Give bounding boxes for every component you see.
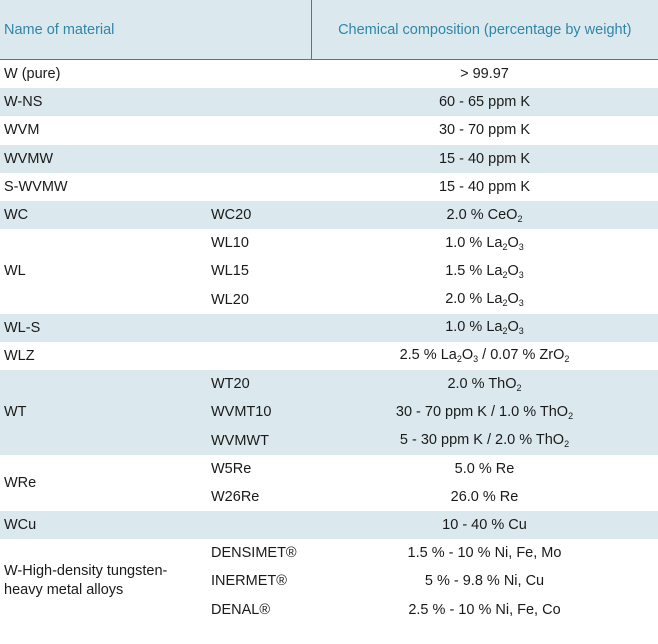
table-header-row: Name of material Chemical composition (p… <box>0 0 658 60</box>
composition-value: 30 - 70 ppm K / 1.0 % ThO2 <box>311 398 658 427</box>
table-row: S-WVMW 15 - 40 ppm K <box>0 172 658 201</box>
composition-value: 2.5 % - 10 % Ni, Fe, Co <box>311 595 658 624</box>
table-row: WL15 1.5 % La2O3 <box>0 257 658 286</box>
material-subtype: DENAL® <box>207 595 311 624</box>
composition-value: 30 - 70 ppm K <box>311 116 658 145</box>
material-name: S-WVMW <box>0 172 311 201</box>
composition-value: 1.0 % La2O3 <box>311 313 658 342</box>
table-row: W26Re 26.0 % Re <box>0 482 658 511</box>
material-subtype-empty <box>207 313 311 342</box>
composition-value: 2.0 % ThO2 <box>311 370 658 399</box>
table-row: WVM 30 - 70 ppm K <box>0 116 658 145</box>
material-subtype: INERMET® <box>207 567 311 596</box>
material-name: WL-S <box>0 313 207 342</box>
composition-value: 2.0 % CeO2 <box>311 200 658 230</box>
material-name: W (pure) <box>0 60 311 89</box>
material-subtype: WL15 <box>207 257 311 286</box>
header-chemical-composition: Chemical composition (percentage by weig… <box>310 0 658 60</box>
material-name: WLZ <box>0 341 311 371</box>
table-row: INERMET® 5 % - 9.8 % Ni, Cu <box>0 567 658 596</box>
material-subtype: WT20 <box>207 370 311 399</box>
composition-value: 1.5 % - 10 % Ni, Fe, Mo <box>311 539 658 568</box>
header-name-of-material: Name of material <box>0 0 311 60</box>
table-row: WVMWT 5 - 30 ppm K / 2.0 % ThO2 <box>0 426 658 455</box>
table-row: W-High-density tungsten-heavy metal allo… <box>0 539 658 624</box>
table-row: WVMT10 30 - 70 ppm K / 1.0 % ThO2 <box>0 398 658 427</box>
materials-table: Name of material Chemical composition (p… <box>0 0 658 624</box>
composition-value: 1.5 % La2O3 <box>311 257 658 286</box>
table-row: WT WT20 2.0 % ThO2 <box>0 370 658 455</box>
composition-value: 26.0 % Re <box>311 482 658 511</box>
table-row: WC WC20 2.0 % CeO2 <box>0 200 658 230</box>
table-row: W (pure) > 99.97 <box>0 60 658 89</box>
material-subtype: WVMT10 <box>207 398 311 427</box>
material-subtype: WL20 <box>207 285 311 314</box>
table-row: W-NS 60 - 65 ppm K <box>0 88 658 117</box>
composition-value: 15 - 40 ppm K <box>311 144 658 173</box>
material-subtype: DENSIMET® <box>207 539 311 568</box>
material-name: WCu <box>0 511 311 540</box>
composition-value: > 99.97 <box>311 60 658 89</box>
composition-value: 60 - 65 ppm K <box>311 88 658 117</box>
table-row: WVMW 15 - 40 ppm K <box>0 144 658 173</box>
composition-value: 1.0 % La2O3 <box>311 229 658 258</box>
material-name: WC <box>0 200 207 230</box>
material-name: WVMW <box>0 144 311 173</box>
table-row: WRe W5Re 5.0 % Re <box>0 454 658 511</box>
material-name: W-NS <box>0 88 311 117</box>
table-row: WCu 10 - 40 % Cu <box>0 511 658 540</box>
composition-value: 5.0 % Re <box>311 454 658 483</box>
table-row: WL WL10 1.0 % La2O3 <box>0 229 658 314</box>
material-name: WVM <box>0 116 311 145</box>
material-name: WT <box>0 370 207 455</box>
material-subtype: W26Re <box>207 482 311 511</box>
table-row: WL-S 1.0 % La2O3 <box>0 313 658 342</box>
table-row: WL20 2.0 % La2O3 <box>0 285 658 314</box>
material-subtype: W5Re <box>207 454 311 483</box>
composition-value: 15 - 40 ppm K <box>311 172 658 201</box>
material-subtype: WL10 <box>207 229 311 258</box>
composition-value: 2.5 % La2O3 / 0.07 % ZrO2 <box>311 341 658 371</box>
material-subtype: WVMWT <box>207 426 311 455</box>
composition-value: 10 - 40 % Cu <box>311 511 658 540</box>
material-name: WL <box>0 229 207 314</box>
composition-value: 2.0 % La2O3 <box>311 285 658 314</box>
material-subtype: WC20 <box>207 200 311 230</box>
material-name: WRe <box>0 454 207 511</box>
composition-value: 5 % - 9.8 % Ni, Cu <box>311 567 658 596</box>
material-name: W-High-density tungsten-heavy metal allo… <box>0 539 207 624</box>
composition-value: 5 - 30 ppm K / 2.0 % ThO2 <box>311 426 658 455</box>
table-row: DENAL® 2.5 % - 10 % Ni, Fe, Co <box>0 595 658 624</box>
table-row: WLZ 2.5 % La2O3 / 0.07 % ZrO2 <box>0 341 658 371</box>
